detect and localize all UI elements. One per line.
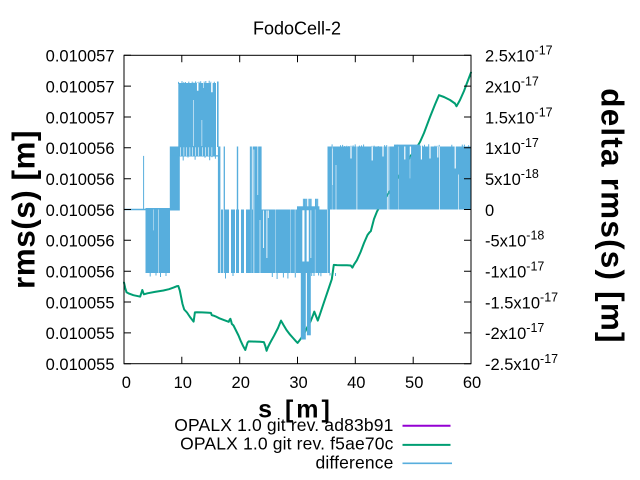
svg-text:-1.5x10-17: -1.5x10-17 (485, 290, 558, 312)
svg-text:-2.5x10-17: -2.5x10-17 (485, 352, 558, 374)
svg-text:OPALX 1.0 git rev. ad83b91: OPALX 1.0 git rev. ad83b91 (174, 415, 393, 435)
svg-text:0.010056: 0.010056 (46, 233, 115, 251)
svg-text:20: 20 (232, 374, 250, 392)
svg-text:0.010057: 0.010057 (46, 48, 115, 66)
svg-text:0.010056: 0.010056 (46, 264, 115, 282)
svg-text:0.010056: 0.010056 (46, 171, 115, 189)
svg-text:0: 0 (485, 202, 494, 220)
svg-text:30: 30 (289, 374, 307, 392)
svg-text:delta rms(s) [m]: delta rms(s) [m] (595, 88, 631, 344)
svg-text:rms(s) [m]: rms(s) [m] (6, 130, 42, 289)
svg-text:0.010055: 0.010055 (46, 325, 115, 343)
svg-text:0.010055: 0.010055 (46, 356, 115, 374)
svg-text:0.010056: 0.010056 (46, 140, 115, 158)
svg-text:FodoCell-2: FodoCell-2 (253, 19, 341, 39)
svg-text:40: 40 (347, 374, 365, 392)
svg-text:OPALX 1.0 git rev. f5ae70c: OPALX 1.0 git rev. f5ae70c (180, 434, 393, 454)
svg-text:s [m]: s [m] (258, 396, 333, 424)
svg-text:50: 50 (405, 374, 423, 392)
svg-text:0.010057: 0.010057 (46, 78, 115, 96)
svg-text:10: 10 (174, 374, 192, 392)
svg-text:difference: difference (315, 453, 393, 473)
svg-text:0.010057: 0.010057 (46, 109, 115, 127)
svg-text:60: 60 (463, 374, 481, 392)
svg-text:0.010055: 0.010055 (46, 294, 115, 312)
svg-text:0: 0 (122, 374, 131, 392)
svg-text:0.010056: 0.010056 (46, 202, 115, 220)
